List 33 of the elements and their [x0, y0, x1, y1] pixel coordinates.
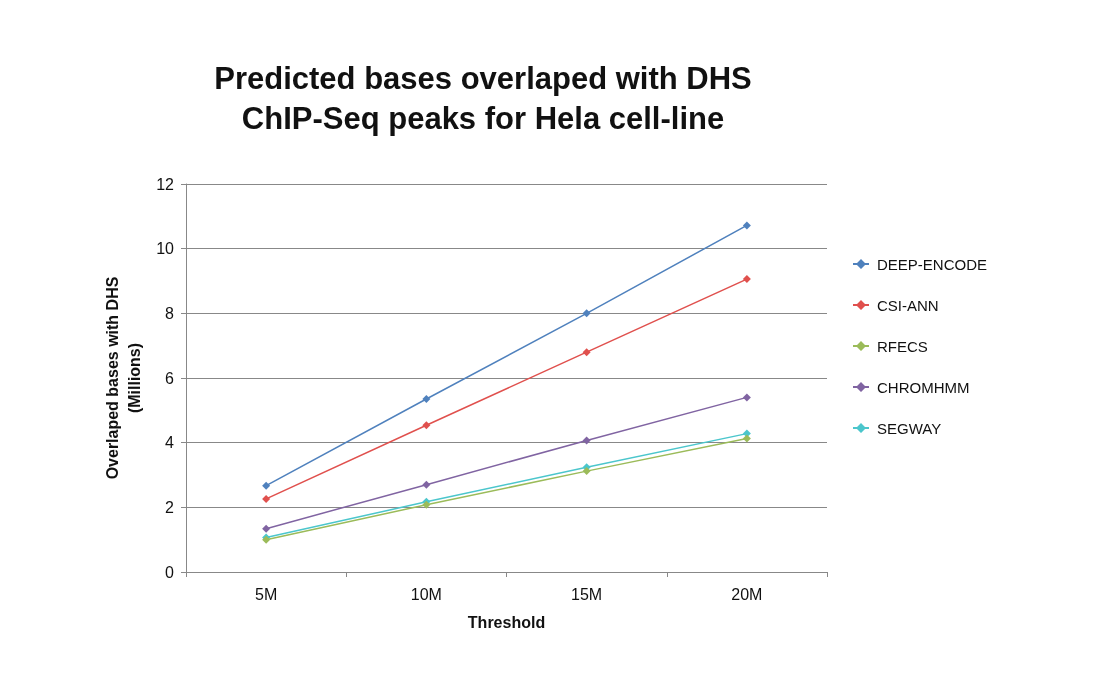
- point: [582, 436, 591, 445]
- point: [582, 348, 591, 357]
- legend-label: DEEP-ENCODE: [877, 255, 988, 273]
- point: [422, 421, 431, 430]
- point: [742, 221, 751, 230]
- point: [262, 494, 271, 503]
- legend-label: SEGWAY: [877, 419, 942, 437]
- y-tick-label: 6: [165, 369, 175, 387]
- y-tick-label: 0: [165, 563, 175, 581]
- y-tick-label: 2: [165, 498, 175, 516]
- x-tick-label: 10M: [410, 585, 442, 603]
- point: [582, 467, 591, 476]
- point: [582, 309, 591, 318]
- legend-label: CHROMHMM: [877, 378, 970, 396]
- y-tick-label: 10: [156, 240, 175, 258]
- point: [742, 434, 751, 443]
- point: [742, 275, 751, 284]
- y-tick-label: 8: [165, 304, 175, 322]
- point: [262, 524, 271, 533]
- point: [422, 480, 431, 489]
- point: [262, 481, 271, 490]
- legend-label: CSI-ANN: [877, 296, 939, 314]
- point: [742, 393, 751, 402]
- y-tick-label: 4: [165, 434, 175, 452]
- y-axis-title: Overlaped bases with DHS (Millions): [103, 276, 143, 480]
- point: [422, 395, 431, 404]
- x-tick-label: 15M: [571, 585, 603, 603]
- x-axis-title: Threshold: [467, 613, 546, 631]
- x-tick-label: 20M: [731, 585, 763, 603]
- legend-label: RFECS: [877, 337, 928, 355]
- chart-title: Predicted bases overlaped with DHS ChIP-Seq peaks for Hela cell-line: [214, 60, 752, 136]
- y-tick-label: 12: [156, 175, 175, 193]
- x-tick-label: 5M: [255, 585, 278, 603]
